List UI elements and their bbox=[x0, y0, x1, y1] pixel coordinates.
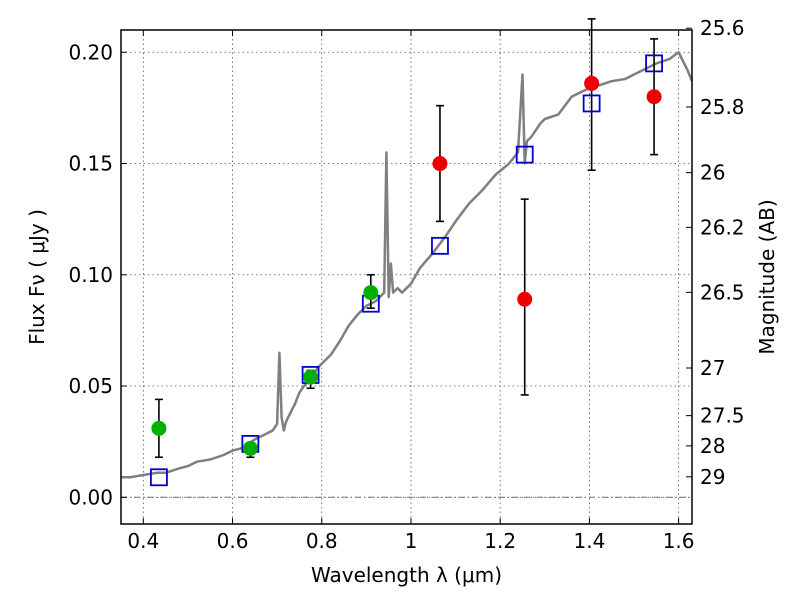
optical-point bbox=[242, 440, 258, 456]
data-points-layer bbox=[150, 54, 663, 487]
model-point bbox=[150, 468, 168, 487]
right-tick-label: 28 bbox=[700, 434, 725, 458]
y-tick-label: 0.10 bbox=[68, 263, 113, 287]
right-tick-label: 26.2 bbox=[700, 215, 745, 239]
right-tick-label: 26 bbox=[700, 161, 725, 185]
x-tick-label: 0.4 bbox=[127, 529, 159, 553]
y-tick-label: 0.05 bbox=[68, 374, 113, 398]
model-spectrum-layer bbox=[121, 51, 694, 479]
infrared-point bbox=[646, 89, 662, 105]
x-tick-label: 1 bbox=[405, 529, 418, 553]
grid-lines bbox=[121, 30, 692, 524]
right-tick-label: 27.5 bbox=[700, 404, 745, 428]
model-point bbox=[431, 236, 449, 255]
right-tick-label: 26.5 bbox=[700, 280, 745, 304]
right-axis-label: Magnitude (AB) bbox=[755, 199, 779, 354]
y-axis-label: Flux Fν ( μJy ) bbox=[25, 209, 49, 345]
errorbar-layer bbox=[154, 18, 659, 459]
x-tick-label: 1.6 bbox=[663, 529, 695, 553]
infrared-point bbox=[517, 291, 533, 307]
right-tick-label: 25.6 bbox=[700, 16, 745, 40]
right-tick-label: 25.8 bbox=[700, 95, 745, 119]
x-axis-ticks: 0.4 0.6 0.8 1 1.2 1.4 1.6 bbox=[127, 30, 695, 553]
x-tick-label: 1.4 bbox=[573, 529, 605, 553]
x-tick-label: 0.8 bbox=[306, 529, 338, 553]
right-tick-label: 27 bbox=[700, 356, 725, 380]
right-tick-label: 29 bbox=[700, 465, 725, 489]
x-tick-label: 0.6 bbox=[217, 529, 249, 553]
x-axis-label: Wavelength λ (μm) bbox=[311, 563, 502, 587]
infrared-point bbox=[584, 75, 600, 91]
optical-point bbox=[303, 369, 319, 385]
y-axis-ticks: 0.00 0.05 0.10 0.15 0.20 bbox=[68, 40, 127, 509]
optical-point bbox=[363, 285, 379, 301]
infrared-point bbox=[432, 156, 448, 172]
model-spectrum-line bbox=[121, 51, 694, 479]
model-point bbox=[515, 145, 534, 164]
optical-point bbox=[151, 420, 167, 436]
y-tick-label: 0.20 bbox=[68, 40, 113, 64]
model-point bbox=[645, 54, 663, 73]
model-point bbox=[582, 94, 601, 113]
right-axis-ticks: 25.6 25.8 26 26.2 26.5 27 27.5 28 29 bbox=[686, 16, 745, 489]
y-tick-label: 0.00 bbox=[68, 485, 113, 509]
y-tick-label: 0.15 bbox=[68, 152, 113, 176]
x-tick-label: 1.2 bbox=[484, 529, 516, 553]
plot-frame bbox=[120, 29, 693, 525]
